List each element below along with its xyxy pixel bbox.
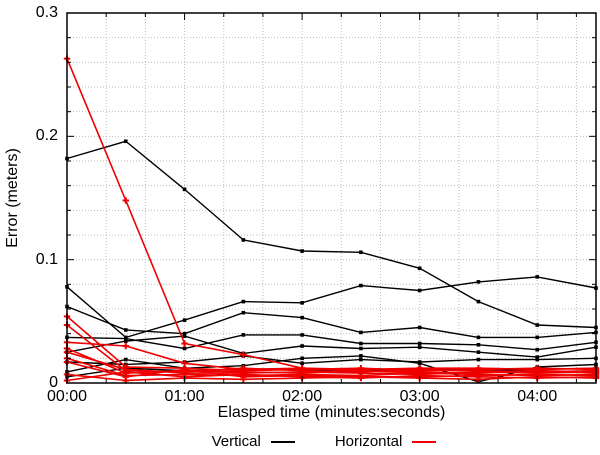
series-line-vertical-run-2 <box>66 276 597 339</box>
series-line-horizontal-run-10 <box>66 371 597 382</box>
series-line-horizontal-run-6 <box>66 351 597 376</box>
series-markers-horizontal-run-2 <box>63 313 600 374</box>
y-tick-label-0.3: 0.3 <box>35 4 58 21</box>
y-tick-label-0.1: 0.1 <box>35 250 58 268</box>
legend-line-swatch-horizontal <box>412 440 437 443</box>
x-tick-label-02:00: 02:00 <box>282 388 323 405</box>
y-axis-title: Error (meters) <box>4 148 21 248</box>
series-line-horizontal-run-8 <box>66 361 597 378</box>
series-line-horizontal-run-1 <box>66 58 597 374</box>
series-horizontal-run-2 <box>63 313 600 374</box>
legend-label-horizontal: Horizontal <box>334 433 403 450</box>
legend-item-horizontal: Horizontal <box>335 433 437 450</box>
x-tick-label-01:00: 01:00 <box>164 388 205 405</box>
plot-grid <box>67 13 596 383</box>
y-tick-label-0: 0 <box>49 374 58 391</box>
legend-line-swatch-vertical <box>270 440 295 443</box>
plot-border <box>66 12 597 384</box>
series-lines <box>63 55 600 384</box>
series-line-vertical-run-5 <box>66 335 597 358</box>
series-line-vertical-run-3 <box>66 305 597 339</box>
series-markers-horizontal-run-1 <box>63 55 600 377</box>
series-horizontal-run-1 <box>63 55 600 377</box>
legend-item-vertical: Vertical <box>212 433 295 450</box>
y-tick-label-0.2: 0.2 <box>35 127 58 145</box>
x-tick-label-03:00: 03:00 <box>399 388 440 405</box>
series-markers-vertical-run-1 <box>65 139 598 330</box>
x-tick-label-00:00: 00:00 <box>46 388 88 405</box>
series-vertical-run-1 <box>65 139 598 330</box>
series-vertical-run-4 <box>65 333 598 352</box>
legend: Vertical Horizontal <box>24 433 600 450</box>
series-line-vertical-run-1 <box>66 140 597 329</box>
legend-label-vertical: Vertical <box>211 433 261 450</box>
series-line-horizontal-run-4 <box>66 341 597 371</box>
x-axis-title: Elasped time (minutes:seconds) <box>217 404 446 421</box>
series-line-vertical-run-4 <box>66 334 597 351</box>
plot-axes <box>66 12 596 384</box>
x-tick-label-04:00: 04:00 <box>517 388 558 405</box>
